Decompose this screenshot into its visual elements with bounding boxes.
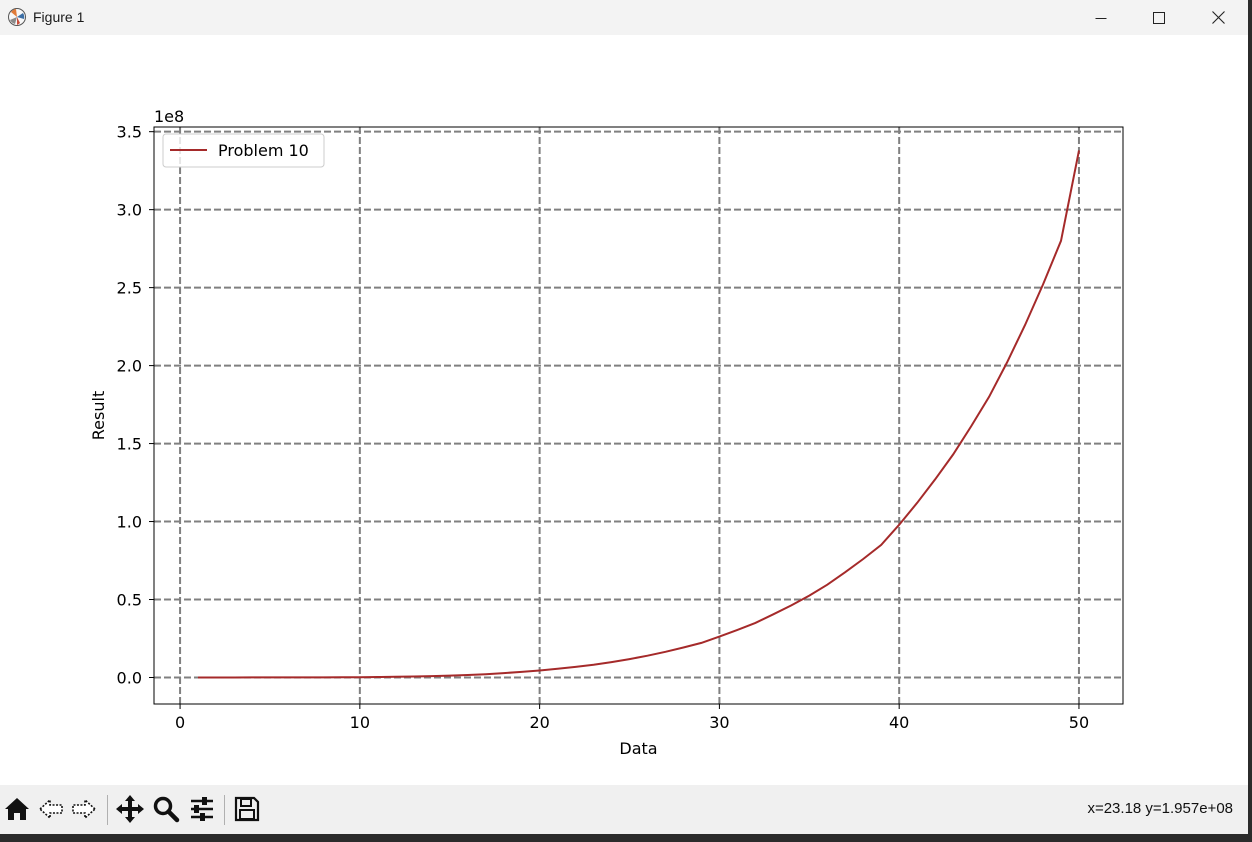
home-icon: [5, 798, 29, 820]
zoom-button[interactable]: [150, 793, 182, 825]
y-tick-label: 0.0: [117, 668, 142, 687]
window-title: Figure 1: [33, 9, 85, 25]
back-button[interactable]: [35, 793, 67, 825]
pan-move-icon: [116, 795, 144, 823]
window-edge-bottom: [0, 834, 1252, 842]
y-ticks: 0.0 0.5 1.0 1.5 2.0 2.5 3.0 3.5: [117, 123, 154, 687]
back-arrow-icon: [38, 798, 63, 820]
forward-arrow-icon: [72, 798, 97, 820]
legend: Problem 10: [162, 133, 325, 168]
legend-box: [162, 133, 325, 168]
forward-button[interactable]: [68, 793, 100, 825]
cursor-coordinates: x=23.18 y=1.957e+08: [1087, 800, 1233, 817]
line-chart[interactable]: 0 10 20 30 40 50 0.0 0.5 1.0 1.5 2.0 2.5 3.0 3.5 1e8…: [0, 35, 1248, 785]
y-tick-label: 1.5: [117, 435, 142, 454]
series-line-problem-10: [198, 150, 1080, 679]
figure-canvas[interactable]: 0 10 20 30 40 50 0.0 0.5 1.0 1.5 2.0 2.5 3.0 3.5 1e8…: [0, 35, 1248, 785]
x-tick-label: 50: [1069, 713, 1089, 732]
toolbar-separator: [107, 795, 108, 825]
zoom-magnifier-icon: [153, 796, 180, 823]
x-ticks: 0 10 20 30 40 50: [175, 704, 1089, 732]
minimize-icon: [1095, 17, 1107, 19]
x-tick-label: 10: [350, 713, 370, 732]
maximize-button[interactable]: [1130, 0, 1188, 35]
window-edge: [1248, 0, 1252, 842]
y-tick-label: 1.0: [117, 513, 142, 532]
matplotlib-app-icon: [8, 8, 26, 26]
toolbar-separator: [224, 795, 225, 825]
title-bar[interactable]: Figure 1: [0, 0, 1248, 35]
y-offset-label: 1e8: [154, 107, 184, 126]
close-button[interactable]: [1189, 0, 1247, 35]
configure-subplots-button[interactable]: [186, 793, 218, 825]
grid-lines: [154, 127, 1123, 704]
pan-button[interactable]: [114, 793, 146, 825]
legend-label-problem-10: Problem 10: [218, 141, 309, 160]
x-tick-label: 0: [175, 713, 185, 732]
navigation-toolbar: x=23.18 y=1.957e+08: [0, 785, 1248, 834]
minimize-button[interactable]: [1072, 0, 1130, 35]
y-axis-label: Result: [89, 391, 108, 440]
configure-subplots-icon: [191, 797, 213, 821]
maximize-icon: [1153, 11, 1165, 24]
y-tick-label: 3.5: [117, 123, 142, 142]
close-icon: [1211, 11, 1225, 24]
x-tick-label: 20: [529, 713, 549, 732]
x-axis-label: Data: [619, 739, 657, 758]
save-button[interactable]: [231, 793, 263, 825]
x-tick-label: 40: [889, 713, 909, 732]
axes-frame: [153, 126, 1124, 705]
y-tick-label: 0.5: [117, 591, 142, 610]
y-tick-label: 3.0: [117, 201, 142, 220]
y-tick-label: 2.0: [117, 357, 142, 376]
home-button[interactable]: [1, 793, 33, 825]
x-tick-label: 30: [709, 713, 729, 732]
y-tick-label: 2.5: [117, 279, 142, 298]
save-floppy-icon: [234, 796, 260, 822]
